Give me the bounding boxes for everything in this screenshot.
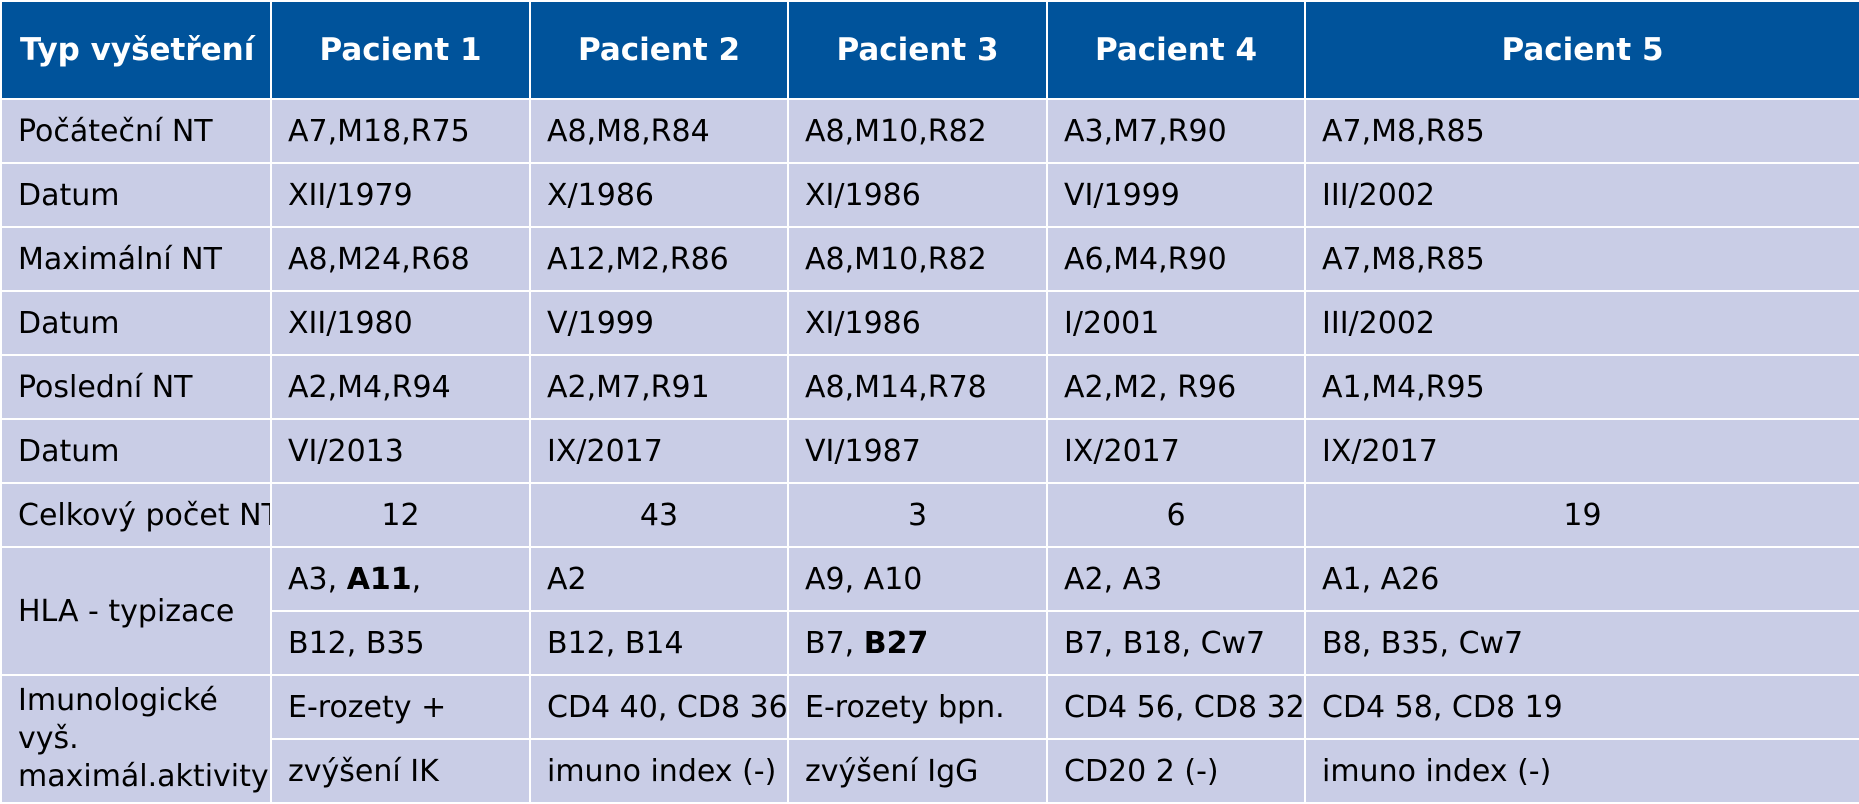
table-cell: A9, A10: [787, 546, 1048, 612]
table-cell: III/2002: [1304, 162, 1859, 228]
table-cell: imuno index (-): [1304, 738, 1859, 804]
table-cell: CD4 56, CD8 32: [1046, 674, 1306, 740]
table-cell: E-rozety +: [270, 674, 531, 740]
table-cell: B8, B35, Cw7: [1304, 610, 1859, 676]
table-row: Maximální NT A8,M24,R68 A12,M2,R86 A8,M1…: [0, 226, 1859, 292]
table-cell: A2,M4,R94: [270, 354, 531, 420]
table-cell: 19: [1304, 482, 1859, 548]
cell-text: ,: [411, 561, 422, 597]
row-label: Poslední NT: [0, 354, 272, 420]
table-row-hla-b: B12, B35 B12, B14 B7, B27 B7, B18, Cw7 B…: [1, 610, 1859, 676]
row-label: Datum: [0, 418, 272, 484]
table-row-imuno-b: zvýšení IK imuno index (-) zvýšení IgG C…: [1, 738, 1859, 804]
table-cell: 43: [529, 482, 789, 548]
header-row: Typ vyšetření Pacient 1 Pacient 2 Pacien…: [0, 0, 1859, 100]
header-pacient-1: Pacient 1: [270, 0, 531, 100]
row-label-line: Imunologické vyš.: [18, 683, 218, 756]
table-cell: 3: [787, 482, 1048, 548]
table-cell: A8,M10,R82: [787, 226, 1048, 292]
row-label-imuno: Imunologické vyš. maximál.aktivity: [0, 674, 272, 804]
table-cell: A8,M14,R78: [787, 354, 1048, 420]
table-cell: A2,M7,R91: [529, 354, 789, 420]
table-cell: IX/2017: [1304, 418, 1859, 484]
table-cell: E-rozety bpn.: [787, 674, 1048, 740]
table-cell: A2,M2, R96: [1046, 354, 1306, 420]
header-pacient-2: Pacient 2: [529, 0, 789, 100]
table-cell: A2, A3: [1046, 546, 1306, 612]
table-row: Datum XII/1979 X/1986 XI/1986 VI/1999 II…: [0, 162, 1859, 228]
row-label: Počáteční NT: [0, 98, 272, 164]
table-cell: A8,M24,R68: [270, 226, 531, 292]
table-cell: A2: [529, 546, 789, 612]
table-cell: B12, B35: [270, 610, 531, 676]
table-cell: V/1999: [529, 290, 789, 356]
table-cell: CD4 40, CD8 36: [529, 674, 789, 740]
table-cell: A7,M8,R85: [1304, 226, 1859, 292]
table-cell: zvýšení IgG: [787, 738, 1048, 804]
table-row: Počáteční NT A7,M18,R75 A8,M8,R84 A8,M10…: [0, 98, 1859, 164]
table-cell: CD4 58, CD8 19: [1304, 674, 1859, 740]
table-cell: A8,M8,R84: [529, 98, 789, 164]
table-cell: 6: [1046, 482, 1306, 548]
row-label: Datum: [0, 162, 272, 228]
table-row: Celkový počet NT 12 43 3 6 19: [0, 482, 1859, 548]
header-pacient-3: Pacient 3: [787, 0, 1048, 100]
table-cell: imuno index (-): [529, 738, 789, 804]
table-cell: A3,M7,R90: [1046, 98, 1306, 164]
table-cell: B12, B14: [529, 610, 789, 676]
table-cell: B7, B27: [787, 610, 1048, 676]
table-cell: XII/1980: [270, 290, 531, 356]
row-label: Celkový počet NT: [0, 482, 272, 548]
cell-bold-text: B27: [863, 625, 929, 661]
table-cell: A8,M10,R82: [787, 98, 1048, 164]
table-cell: A12,M2,R86: [529, 226, 789, 292]
header-pacient-4: Pacient 4: [1046, 0, 1306, 100]
table-cell: A1,M4,R95: [1304, 354, 1859, 420]
table-cell: X/1986: [529, 162, 789, 228]
table-cell: VI/1999: [1046, 162, 1306, 228]
header-typ: Typ vyšetření: [0, 0, 272, 100]
table-cell: A7,M18,R75: [270, 98, 531, 164]
table-cell: CD20 2 (-): [1046, 738, 1306, 804]
table-cell: IX/2017: [529, 418, 789, 484]
cell-text: A3,: [288, 561, 347, 597]
row-label-line: maximál.aktivity: [18, 759, 269, 794]
table-cell: A1, A26: [1304, 546, 1859, 612]
header-pacient-5: Pacient 5: [1304, 0, 1859, 100]
table-cell: III/2002: [1304, 290, 1859, 356]
table-cell: A7,M8,R85: [1304, 98, 1859, 164]
table-cell: I/2001: [1046, 290, 1306, 356]
table-row: Datum VI/2013 IX/2017 VI/1987 IX/2017 IX…: [0, 418, 1859, 484]
table-row-imuno-a: Imunologické vyš. maximál.aktivity E-roz…: [0, 674, 1859, 804]
table-cell: 12: [270, 482, 531, 548]
table-row-hla-a: HLA - typizace A3, A11, A2 A9, A10 A2, A…: [0, 546, 1859, 676]
table-cell: B7, B18, Cw7: [1046, 610, 1306, 676]
table-cell: VI/1987: [787, 418, 1048, 484]
table-cell: A3, A11,: [270, 546, 531, 612]
row-label: Datum: [0, 290, 272, 356]
cell-bold-text: A11: [346, 561, 412, 597]
cell-text: B7,: [805, 625, 864, 661]
table-cell: XI/1986: [787, 162, 1048, 228]
table-cell: XI/1986: [787, 290, 1048, 356]
table-cell: A6,M4,R90: [1046, 226, 1306, 292]
table-cell: zvýšení IK: [270, 738, 531, 804]
table-row: Datum XII/1980 V/1999 XI/1986 I/2001 III…: [0, 290, 1859, 356]
table-cell: XII/1979: [270, 162, 531, 228]
table-cell: VI/2013: [270, 418, 531, 484]
row-label-hla: HLA - typizace: [0, 546, 272, 676]
table-cell: IX/2017: [1046, 418, 1306, 484]
row-label: Maximální NT: [0, 226, 272, 292]
table-row: Poslední NT A2,M4,R94 A2,M7,R91 A8,M14,R…: [0, 354, 1859, 420]
